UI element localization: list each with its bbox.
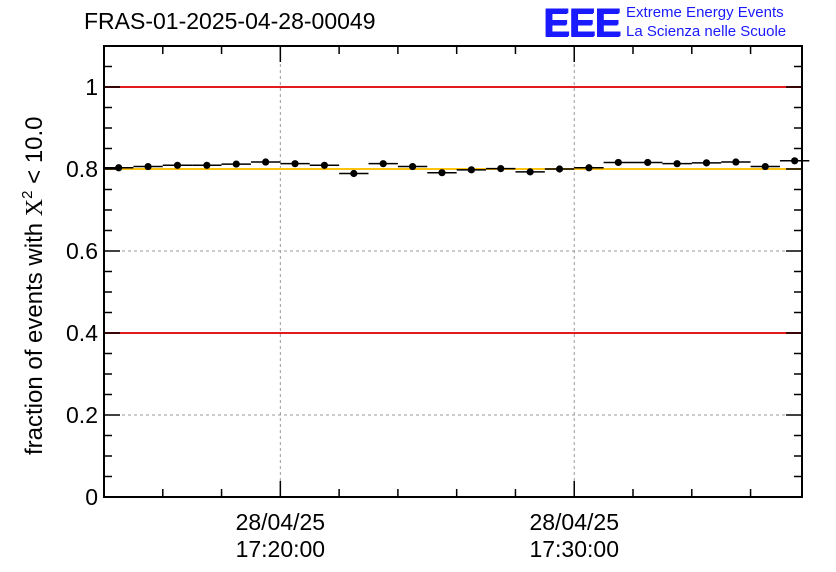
- x-tick-label-time: 17:20:00: [236, 536, 326, 562]
- data-point: [262, 158, 270, 166]
- y-tick-label: 0: [85, 484, 98, 510]
- data-point: [614, 158, 622, 167]
- eee-logo: EEE Extreme Energy Events La Scienza nel…: [543, 2, 786, 44]
- y-tick-label: 0.8: [66, 156, 98, 182]
- axis-ticks: [103, 45, 802, 498]
- y-axis-label: fraction of events with X2 < 10.0: [19, 116, 48, 455]
- data-point: [585, 164, 593, 172]
- data-series: [104, 157, 810, 178]
- plot-border: [103, 45, 803, 498]
- data-point: [555, 165, 564, 173]
- y-tick-label: 0.4: [66, 320, 98, 346]
- plot-frame: [103, 45, 803, 498]
- data-point: [467, 166, 475, 174]
- y-axis-label-suffix: < 10.0: [21, 116, 48, 190]
- axis-labels: 00.20.40.60.8128/04/2517:20:0028/04/2517…: [19, 74, 619, 562]
- run-title: FRAS-01-2025-04-28-00049: [84, 8, 376, 34]
- x-tick-label-date: 28/04/25: [529, 509, 619, 535]
- data-point: [144, 162, 152, 171]
- logo-line-1: Extreme Energy Events: [626, 4, 784, 21]
- data-point: [291, 160, 299, 168]
- data-point: [320, 161, 329, 169]
- y-tick-label: 1: [85, 74, 98, 100]
- x-tick-label-time: 17:30:00: [529, 536, 619, 562]
- data-point: [791, 157, 799, 165]
- reference-lines: [104, 86, 802, 334]
- data-point: [408, 162, 417, 171]
- data-point: [115, 164, 123, 172]
- logo-line-2: La Scienza nelle Scuole: [626, 23, 787, 40]
- data-point: [232, 160, 240, 168]
- grid-lines: [104, 46, 802, 497]
- data-point: [497, 164, 505, 173]
- data-point: [673, 160, 681, 168]
- data-point: [350, 169, 358, 178]
- y-axis-label-superscript: 2: [19, 191, 36, 199]
- data-point: [526, 168, 534, 176]
- data-point: [702, 159, 711, 167]
- y-tick-label: 0.2: [66, 402, 98, 428]
- y-axis-label-symbol: X: [22, 199, 48, 216]
- eee-logo-mark: EEE: [543, 1, 621, 45]
- data-point: [732, 158, 740, 166]
- data-point: [438, 169, 446, 177]
- data-point: [173, 161, 182, 169]
- y-tick-label: 0.6: [66, 238, 98, 264]
- x-tick-label-date: 28/04/25: [236, 509, 326, 535]
- data-point: [644, 158, 652, 167]
- y-axis-label-prefix: fraction of events with: [21, 216, 48, 455]
- data-point: [379, 160, 387, 168]
- data-point: [761, 162, 769, 171]
- eee-logo-text: Extreme Energy Events La Scienza nelle S…: [626, 3, 786, 41]
- data-point: [203, 161, 211, 169]
